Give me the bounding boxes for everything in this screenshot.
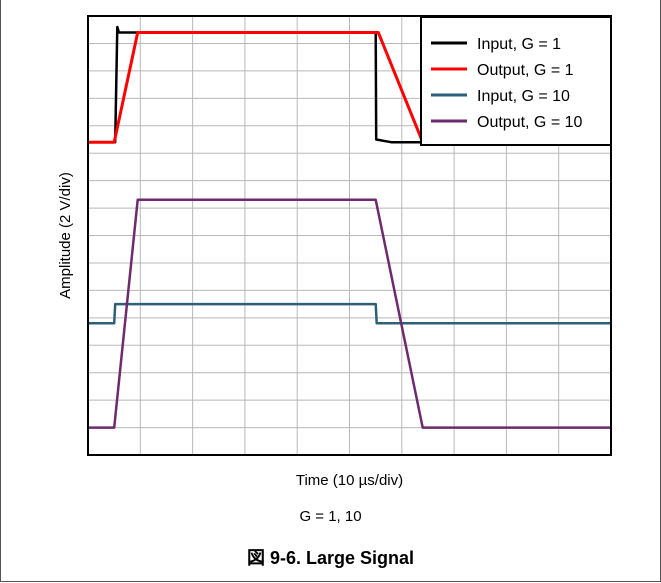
y-axis-label: Amplitude (2 V/div) [57, 172, 74, 299]
plot-border [87, 15, 612, 456]
figure-title: 図 9-6. Large Signal [246, 548, 415, 568]
large-signal-chart: Input, G = 1 Output, G = 1 Input, G = 10 Ou… [57, 15, 612, 489]
legend-box [420, 16, 612, 146]
series-line-2 [88, 302, 611, 325]
legend-label: Output, G = 10 [477, 114, 583, 131]
figure-subtitle: G = 1, 10 [299, 508, 362, 525]
x-axis-label: Time (10 µs/div) [296, 472, 403, 489]
legend: Input, G = 1 Output, G = 1 Input, G = 10 Ou… [420, 16, 612, 146]
legend-label: Output, G = 1 [477, 62, 574, 79]
legend-label: Input, G = 1 [477, 36, 561, 53]
series-line-3 [88, 198, 611, 429]
legend-label: Input, G = 10 [477, 88, 570, 105]
